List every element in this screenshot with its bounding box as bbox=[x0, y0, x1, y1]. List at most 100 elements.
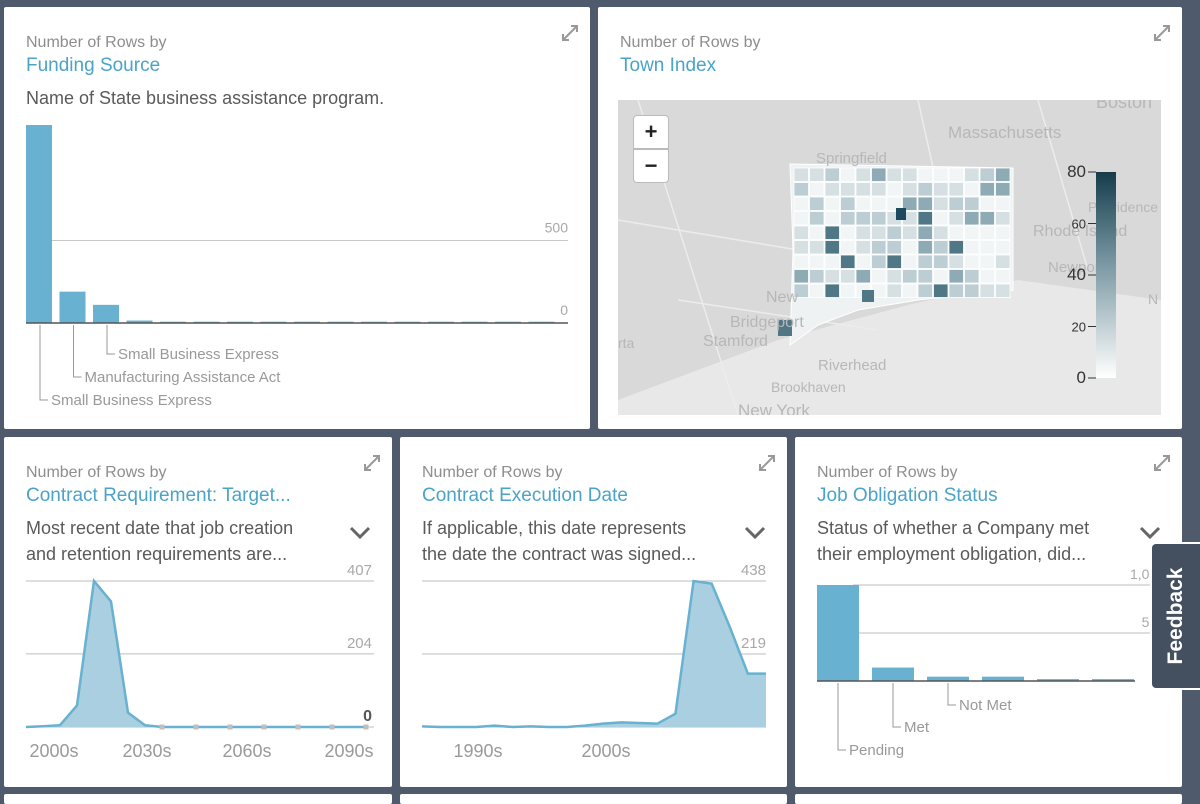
town-cell bbox=[917, 254, 933, 269]
town-index-map[interactable]: BostonMassachusettsSpringfieldProvidence… bbox=[618, 100, 1161, 415]
town-cell bbox=[948, 182, 964, 197]
town-cell bbox=[886, 283, 902, 298]
description-line: If applicable, this date represents bbox=[422, 518, 687, 538]
chevron-down-icon[interactable] bbox=[743, 525, 767, 541]
zoom-in-button[interactable]: + bbox=[633, 115, 669, 149]
description-line: the date the contract was signed... bbox=[422, 544, 697, 564]
expand-icon[interactable] bbox=[362, 453, 382, 473]
town-cell bbox=[948, 211, 964, 226]
town-cell bbox=[964, 283, 980, 298]
data-point bbox=[295, 724, 301, 730]
chevron-down-icon[interactable] bbox=[1138, 525, 1162, 541]
town-cell bbox=[855, 240, 871, 255]
data-point bbox=[329, 724, 335, 730]
town-cell bbox=[840, 196, 856, 211]
chevron-down-icon[interactable] bbox=[348, 525, 372, 541]
feedback-label: Feedback bbox=[1164, 567, 1187, 665]
town-cell bbox=[855, 269, 871, 284]
category-leader-line bbox=[106, 325, 115, 355]
town-cell bbox=[948, 283, 964, 298]
data-point bbox=[193, 724, 199, 730]
town-cell bbox=[809, 269, 825, 284]
bar bbox=[93, 304, 119, 323]
town-cell bbox=[964, 225, 980, 240]
town-cell bbox=[793, 269, 809, 284]
town-cell bbox=[964, 196, 980, 211]
town-cell bbox=[979, 182, 995, 197]
expand-icon[interactable] bbox=[1152, 23, 1172, 43]
legend-tick-label: 80 bbox=[1067, 162, 1086, 181]
map-place-label: rta bbox=[618, 335, 635, 351]
town-cell bbox=[948, 196, 964, 211]
town-cell bbox=[840, 240, 856, 255]
town-cell bbox=[902, 254, 918, 269]
category-label: Small Business Express bbox=[51, 392, 212, 409]
job-obligation-card: Number of Rows by Job Obligation Status … bbox=[795, 437, 1182, 787]
town-cell bbox=[979, 225, 995, 240]
town-cell bbox=[855, 196, 871, 211]
town-cell bbox=[995, 182, 1011, 197]
town-cell bbox=[793, 211, 809, 226]
x-tick-label: 2000s bbox=[581, 741, 630, 761]
data-point bbox=[261, 724, 267, 730]
town-cell bbox=[933, 254, 949, 269]
bar bbox=[817, 585, 859, 681]
area-fill bbox=[26, 581, 366, 727]
town-cell bbox=[995, 254, 1011, 269]
town-cell bbox=[871, 211, 887, 226]
town-cell bbox=[917, 269, 933, 284]
town-cell bbox=[902, 182, 918, 197]
card-subtitle: Number of Rows by bbox=[26, 34, 167, 51]
town-cell bbox=[933, 196, 949, 211]
category-label: Small Business Express bbox=[118, 346, 279, 363]
x-tick-label: 2060s bbox=[222, 741, 271, 761]
area-fill bbox=[422, 581, 766, 727]
bar bbox=[1037, 679, 1079, 681]
expand-icon[interactable] bbox=[757, 453, 777, 473]
map-place-label: New bbox=[766, 289, 798, 306]
area-line bbox=[421, 579, 766, 729]
town-cell bbox=[886, 167, 902, 182]
feedback-button[interactable]: Feedback bbox=[1150, 542, 1200, 690]
town-cell-highlight bbox=[896, 208, 906, 220]
town-cell bbox=[824, 167, 840, 182]
town-cell bbox=[995, 240, 1011, 255]
map-place-label: Newport bbox=[1048, 259, 1105, 276]
town-cell bbox=[964, 254, 980, 269]
town-cell bbox=[871, 182, 887, 197]
town-cell bbox=[793, 225, 809, 240]
expand-icon[interactable] bbox=[1152, 453, 1172, 473]
contract-target-card: Number of Rows by Contract Requirement: … bbox=[4, 437, 392, 787]
y-tick-label: 500 bbox=[545, 220, 569, 236]
category-label: Not Met bbox=[959, 697, 1012, 714]
town-cell bbox=[871, 240, 887, 255]
town-cell-highlight bbox=[778, 320, 792, 336]
town-cell bbox=[964, 240, 980, 255]
town-cell bbox=[886, 196, 902, 211]
town-cell bbox=[995, 211, 1011, 226]
town-cell bbox=[809, 196, 825, 211]
expand-icon[interactable] bbox=[560, 23, 580, 43]
card-title[interactable]: Funding Source bbox=[26, 55, 161, 76]
card-subtitle: Number of Rows by bbox=[422, 464, 563, 481]
town-cell bbox=[824, 225, 840, 240]
town-cell bbox=[809, 225, 825, 240]
town-cell bbox=[855, 254, 871, 269]
town-cell bbox=[964, 269, 980, 284]
card-title[interactable]: Job Obligation Status bbox=[817, 485, 998, 506]
town-cell bbox=[902, 269, 918, 284]
card-title[interactable]: Contract Execution Date bbox=[422, 485, 628, 506]
town-cell bbox=[979, 283, 995, 298]
card-title[interactable]: Contract Requirement: Target... bbox=[26, 485, 291, 506]
bar bbox=[26, 125, 52, 323]
zoom-out-button[interactable]: − bbox=[633, 149, 669, 183]
town-cell bbox=[917, 196, 933, 211]
town-cell bbox=[871, 225, 887, 240]
bar bbox=[59, 291, 86, 323]
card-title[interactable]: Town Index bbox=[620, 55, 717, 76]
town-cell bbox=[964, 167, 980, 182]
town-cell bbox=[871, 196, 887, 211]
town-cell bbox=[917, 211, 933, 226]
bar bbox=[872, 667, 914, 681]
town-cell bbox=[979, 269, 995, 284]
